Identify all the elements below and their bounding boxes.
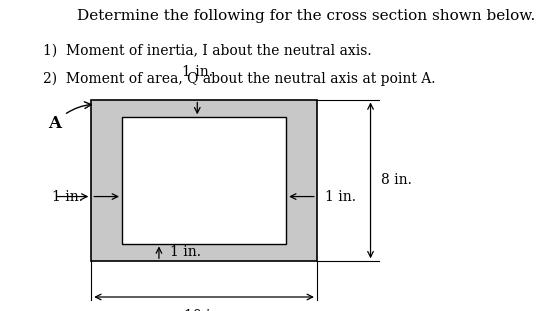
- Bar: [91, 100, 317, 261]
- Text: 1 in.: 1 in.: [325, 189, 356, 204]
- Text: A: A: [48, 102, 91, 132]
- Text: 1 in.: 1 in.: [182, 65, 213, 79]
- Bar: [122, 117, 286, 244]
- Text: 8 in.: 8 in.: [381, 173, 412, 188]
- Text: 1 in.: 1 in.: [52, 189, 83, 204]
- Text: Determine the following for the cross section shown below.: Determine the following for the cross se…: [77, 9, 535, 23]
- Text: 1)  Moment of inertia, I about the neutral axis.: 1) Moment of inertia, I about the neutra…: [43, 44, 372, 58]
- Text: 10 in.: 10 in.: [184, 309, 224, 311]
- Text: 2)  Moment of area, Q about the neutral axis at point A.: 2) Moment of area, Q about the neutral a…: [43, 72, 436, 86]
- Text: 1 in.: 1 in.: [170, 245, 201, 259]
